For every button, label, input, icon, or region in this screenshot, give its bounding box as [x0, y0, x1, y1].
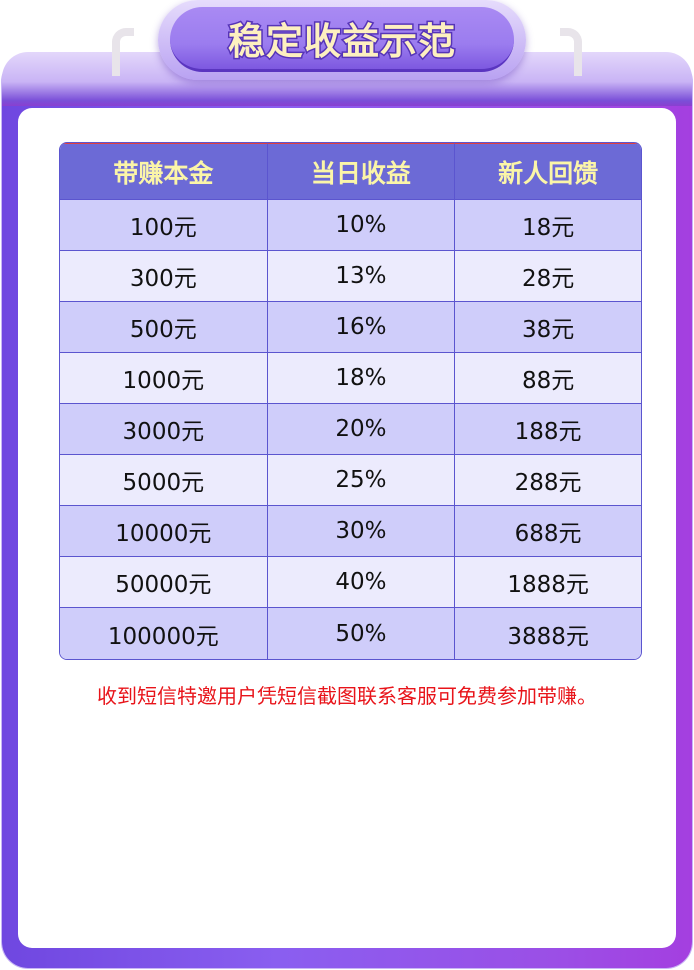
header-principal: 带赚本金: [60, 143, 268, 200]
table-row: 100元 10% 18元: [60, 200, 641, 251]
cell-new-user-bonus: 28元: [455, 251, 641, 302]
cell-principal: 10000元: [60, 506, 268, 557]
cell-daily-return: 40%: [267, 557, 456, 608]
cell-daily-return: 16%: [267, 302, 456, 353]
cell-daily-return: 30%: [267, 506, 456, 557]
table-row: 1000元 18% 88元: [60, 353, 641, 404]
cell-new-user-bonus: 18元: [455, 200, 641, 251]
cell-principal: 5000元: [60, 455, 268, 506]
cell-new-user-bonus: 688元: [455, 506, 641, 557]
earnings-table: 带赚本金 当日收益 新人回馈 100元 10% 18元 300元 13% 28元 500元 1…: [59, 142, 642, 660]
table-header-row: 带赚本金 当日收益 新人回馈: [60, 143, 641, 200]
table-row: 5000元 25% 288元: [60, 455, 641, 506]
cell-principal: 50000元: [60, 557, 268, 608]
notice-text: 收到短信特邀用户凭短信截图联系客服可免费参加带赚。: [97, 684, 597, 708]
cell-new-user-bonus: 188元: [455, 404, 641, 455]
cell-principal: 500元: [60, 302, 268, 353]
cell-daily-return: 50%: [267, 608, 456, 659]
table-row: 50000元 40% 1888元: [60, 557, 641, 608]
cell-daily-return: 13%: [267, 251, 456, 302]
cell-daily-return: 10%: [267, 200, 456, 251]
cell-principal: 100元: [60, 200, 268, 251]
pipe-decoration-left: [112, 28, 134, 76]
table-row: 100000元 50% 3888元: [60, 608, 641, 659]
cell-new-user-bonus: 288元: [455, 455, 641, 506]
cell-new-user-bonus: 3888元: [455, 608, 641, 659]
cell-daily-return: 20%: [267, 404, 456, 455]
table-row: 10000元 30% 688元: [60, 506, 641, 557]
table-row: 500元 16% 38元: [60, 302, 641, 353]
cell-new-user-bonus: 88元: [455, 353, 641, 404]
header-daily-return: 当日收益: [267, 143, 456, 200]
table-row: 300元 13% 28元: [60, 251, 641, 302]
cell-new-user-bonus: 38元: [455, 302, 641, 353]
cell-principal: 100000元: [60, 608, 268, 659]
cell-daily-return: 25%: [267, 455, 456, 506]
cell-principal: 3000元: [60, 404, 268, 455]
page-title: 稳定收益示范: [227, 19, 457, 65]
title-banner: 稳定收益示范: [158, 0, 526, 80]
cell-daily-return: 18%: [267, 353, 456, 404]
header-new-user-bonus: 新人回馈: [455, 143, 641, 200]
table-row: 3000元 20% 188元: [60, 404, 641, 455]
cell-new-user-bonus: 1888元: [455, 557, 641, 608]
cell-principal: 1000元: [60, 353, 268, 404]
pipe-decoration-right: [560, 28, 582, 76]
cell-principal: 300元: [60, 251, 268, 302]
